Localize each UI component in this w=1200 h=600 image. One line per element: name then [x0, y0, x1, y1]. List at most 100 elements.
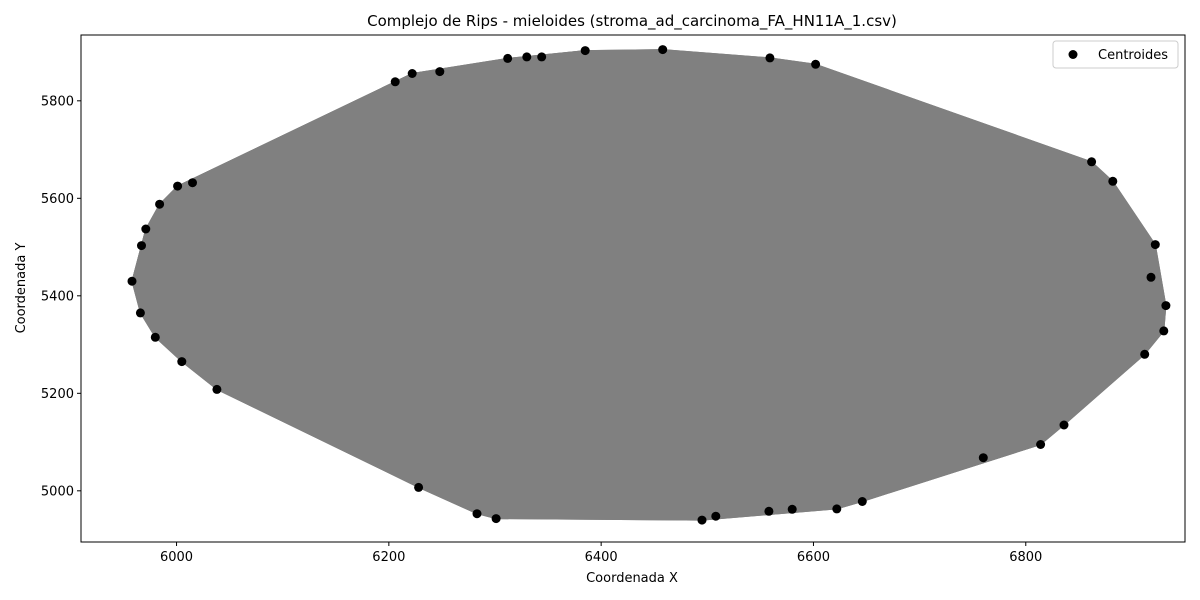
centroid-point	[1108, 176, 1118, 186]
rips-edge	[862, 353, 1145, 502]
rips-edge	[815, 63, 1165, 332]
rips-edge	[411, 73, 420, 488]
rips-edge	[507, 57, 1092, 163]
rips-edge	[541, 56, 770, 512]
y-axis-ticks: 5000 5200 5400 5600 5800	[41, 94, 81, 499]
centroid-point	[1161, 301, 1171, 311]
rips-edge	[769, 57, 1156, 246]
rips-edge	[768, 64, 817, 512]
rips-edge	[395, 81, 1152, 278]
rips-edge	[192, 182, 770, 512]
centroid-point	[1146, 272, 1156, 282]
rips-edge	[495, 49, 664, 519]
centroid-point	[522, 52, 532, 62]
rips-edge	[476, 457, 984, 515]
rips-edge	[526, 56, 1065, 426]
rips-edge	[815, 64, 984, 458]
rips-edge	[418, 330, 1164, 488]
rips-edge	[181, 182, 193, 362]
rips-edge	[983, 444, 1041, 459]
rips-edge	[181, 81, 396, 362]
centroid-point	[188, 178, 197, 188]
rips-edge	[507, 58, 838, 510]
rips-edge	[192, 182, 1152, 278]
rips-edge	[862, 424, 1065, 502]
rips-edge	[181, 361, 793, 510]
rips-edge	[792, 501, 863, 510]
rips-edge	[662, 49, 1167, 307]
rips-edge	[155, 56, 542, 338]
rips-edge	[769, 57, 984, 458]
rips-edge	[439, 71, 1092, 163]
y-tick-label: 5600	[41, 192, 74, 207]
rips-edge	[411, 73, 1041, 445]
rips-edge	[1150, 277, 1165, 332]
rips-edge	[418, 56, 543, 488]
rips-edge	[1091, 161, 1146, 355]
rips-edge	[216, 81, 396, 390]
rips-edge	[476, 513, 703, 521]
centroid-point	[137, 241, 146, 251]
centroid-point	[150, 332, 160, 342]
rips-edge	[662, 49, 1065, 426]
rips-edge	[1063, 353, 1146, 426]
rips-edge	[181, 71, 441, 362]
rips-edge	[836, 276, 1152, 510]
rips-edge	[715, 64, 817, 517]
y-tick-label: 5000	[41, 484, 74, 499]
rips-edge	[507, 58, 793, 510]
centroid-point	[764, 506, 774, 516]
rips-edge	[768, 353, 1145, 512]
rips-edge	[526, 56, 770, 512]
rips-edge	[541, 56, 703, 521]
rips-edge	[139, 245, 142, 313]
rips-edge	[495, 330, 1164, 520]
rips-edge	[177, 185, 419, 488]
rips-edge	[495, 305, 1167, 520]
rips-edge	[861, 276, 1152, 502]
rips-edge	[815, 64, 1042, 445]
centroid-point	[390, 77, 400, 87]
rips-edge	[495, 353, 1145, 520]
rips-edge	[1063, 181, 1114, 426]
rips-edge	[159, 203, 497, 519]
rips-edge	[145, 49, 663, 230]
rips-edge	[701, 64, 817, 521]
rips-edge	[476, 50, 586, 514]
rips-edge	[526, 56, 1167, 307]
rips-edge	[192, 182, 497, 519]
rips-edge	[715, 180, 1114, 517]
rips-edge	[715, 508, 837, 517]
rips-edge	[507, 57, 1167, 307]
rips-edge	[1063, 305, 1167, 426]
rips-edge	[181, 361, 218, 390]
rips-edge	[662, 49, 770, 512]
rips-edge	[159, 161, 1092, 205]
rips-edge	[584, 50, 770, 512]
legend-marker	[1068, 50, 1078, 59]
centroid-point	[1036, 440, 1046, 449]
rips-edge	[982, 181, 1114, 458]
centroid-point	[1159, 326, 1169, 336]
rips-edge	[861, 180, 1114, 502]
rips-edge	[159, 50, 586, 205]
rips-edge	[216, 180, 1113, 390]
rips-edge	[541, 56, 1065, 426]
rips-edge	[862, 330, 1165, 502]
rips-edge	[815, 63, 1152, 278]
centroid-point	[978, 453, 988, 463]
rips-edge	[541, 56, 984, 459]
x-tick-label: 6800	[1009, 550, 1042, 565]
centroid-point	[658, 45, 668, 55]
rips-edge	[145, 228, 793, 510]
rips-edge	[495, 244, 1156, 520]
centroid-point	[832, 504, 842, 514]
legend-label: Centroides	[1098, 48, 1168, 63]
x-axis-ticks: 6000 6200 6400 6600 6800	[160, 542, 1042, 565]
rips-edge	[159, 56, 542, 205]
rips-edge	[701, 244, 1156, 521]
rips-edge	[476, 56, 543, 514]
rips-edge	[177, 185, 984, 459]
rips-edge	[418, 276, 1152, 488]
rips-edge	[768, 57, 771, 512]
